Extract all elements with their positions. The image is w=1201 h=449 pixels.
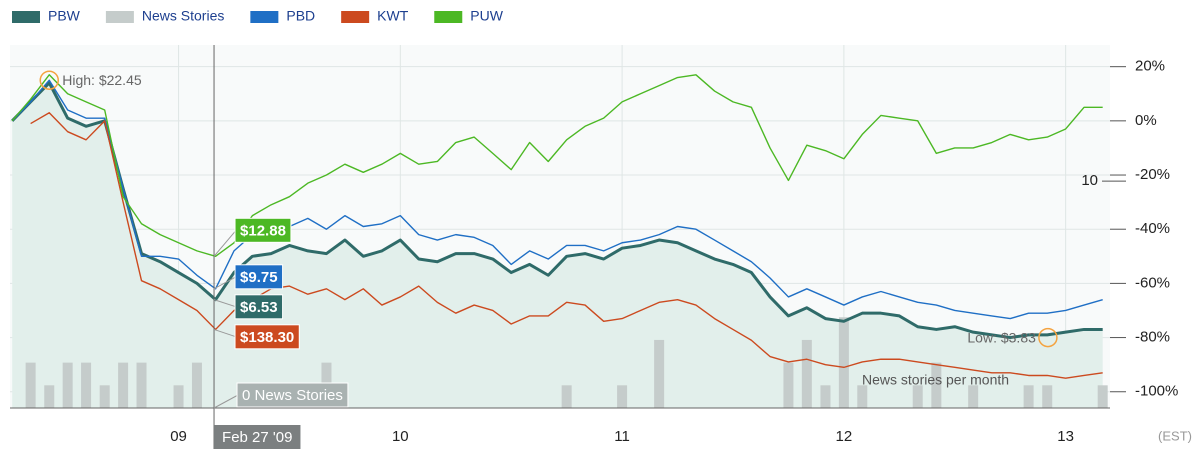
- news-bar: [191, 362, 202, 408]
- value-callout-box: [234, 264, 284, 290]
- news-bar: [44, 385, 55, 408]
- news-bar: [136, 362, 147, 408]
- news-bar: [561, 385, 572, 408]
- news-bar: [820, 385, 831, 408]
- value-callout-box: [234, 294, 284, 320]
- callout-pointer: [213, 328, 237, 338]
- x-tick-label: 09: [170, 428, 187, 445]
- legend-swatch: [105, 11, 134, 23]
- legend-label: PUW: [470, 8, 503, 24]
- series-line: [11, 74, 1103, 257]
- news-bar: [62, 362, 73, 408]
- news-bar: [81, 362, 92, 408]
- legend-swatch: [341, 11, 370, 23]
- news-bar: [857, 385, 868, 408]
- news-bar: [25, 362, 36, 408]
- legend-label: News Stories: [142, 8, 224, 24]
- legend-label: PBW: [48, 8, 81, 24]
- y2-axis-label: News stories per month: [862, 372, 1009, 388]
- news-bar: [118, 362, 129, 408]
- callout-pointer: [213, 394, 239, 409]
- news-bar: [1042, 385, 1053, 408]
- x-tick-label: 11: [614, 428, 630, 445]
- news-bar: [968, 385, 979, 408]
- y-tick-label: -100%: [1135, 383, 1178, 400]
- callout-pointer: [213, 299, 237, 308]
- news-bar: [1097, 385, 1108, 408]
- y-tick-label: -80%: [1135, 329, 1170, 346]
- annotation-label: Low: $3.83: [967, 329, 1036, 345]
- callout-pointer: [213, 229, 237, 257]
- news-bar: [931, 362, 942, 408]
- value-callout-label: $12.88: [240, 222, 286, 239]
- cursor-date-box: [214, 425, 301, 449]
- annotation-marker: [1038, 327, 1058, 348]
- news-bar: [801, 339, 812, 408]
- x-tick-label: 12: [836, 428, 853, 445]
- value-callout-box: [234, 324, 300, 350]
- annotation-marker: [39, 70, 60, 90]
- series-line: [11, 81, 1103, 340]
- y-tick-label: 0%: [1135, 112, 1157, 129]
- x-tick-label: 10: [392, 428, 409, 445]
- news-callout-box: [236, 382, 349, 408]
- cursor-date-label: Feb 27 '09: [222, 429, 292, 446]
- news-bar: [654, 339, 665, 408]
- series-line: [11, 79, 1103, 320]
- news-bar: [912, 385, 923, 408]
- value-callout-label: $6.53: [240, 299, 278, 316]
- news-bar: [99, 385, 110, 408]
- legend-swatch: [12, 11, 40, 23]
- legend-swatch: [434, 11, 463, 23]
- annotation-label: High: $22.45: [62, 72, 142, 88]
- legend-label: PBD: [286, 8, 315, 24]
- y-tick-label: -20%: [1135, 166, 1170, 183]
- x-tick-label: 13: [1057, 428, 1074, 445]
- news-bar: [783, 362, 794, 408]
- news-bar: [617, 385, 628, 408]
- legend-swatch: [250, 11, 279, 23]
- y2-tick-label: 10: [1081, 172, 1098, 189]
- y-tick-label: -60%: [1135, 274, 1170, 291]
- y-tick-label: -40%: [1135, 220, 1170, 237]
- x-unit-label: (EST): [1158, 428, 1192, 443]
- series-line: [30, 112, 1103, 379]
- value-callout-box: [234, 217, 292, 243]
- value-callout-label: $138.30: [240, 329, 294, 346]
- news-bar: [1023, 385, 1034, 408]
- legend-label: KWT: [377, 8, 409, 24]
- value-callout-label: $9.75: [240, 269, 278, 286]
- news-callout-label: 0 News Stories: [242, 387, 343, 404]
- news-bar: [173, 385, 184, 408]
- y-tick-label: 20%: [1135, 58, 1165, 75]
- news-bar: [838, 317, 849, 408]
- callout-pointer: [213, 276, 237, 290]
